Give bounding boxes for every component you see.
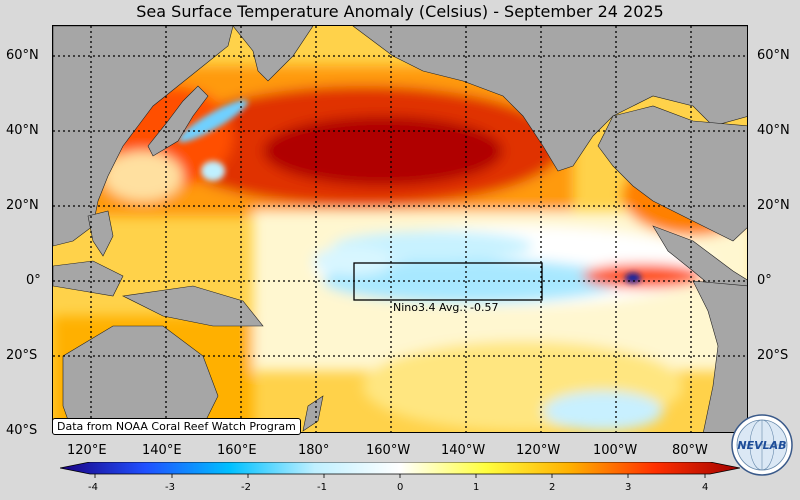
lon-label: 120°W	[516, 443, 561, 458]
lat-label-left: 40°N	[6, 123, 39, 138]
sst-anomaly-map	[52, 25, 748, 433]
svg-text:NEVLAB: NEVLAB	[737, 439, 786, 452]
lat-label-right: 0°	[757, 273, 772, 288]
colorbar-tick: 2	[549, 482, 556, 493]
colorbar-gradient	[60, 462, 740, 475]
lat-label-left: 60°N	[6, 48, 39, 63]
lon-label: 160°E	[217, 443, 257, 458]
nino34-average-label: Nino3.4 Avg.: -0.57	[393, 301, 499, 314]
lat-label-left: 40°S	[6, 423, 38, 438]
lon-label: 140°W	[441, 443, 486, 458]
lon-label: 100°W	[593, 443, 638, 458]
lon-label: 140°E	[142, 443, 182, 458]
nevlab-logo: NEVLAB	[731, 414, 793, 476]
colorbar-tick: 1	[473, 482, 480, 493]
lon-label: 160°W	[366, 443, 411, 458]
lat-label-left: 20°S	[6, 348, 38, 363]
map-canvas	[53, 26, 747, 432]
colorbar-tick: -2	[241, 482, 251, 493]
colorbar-tick: 4	[702, 482, 709, 493]
colorbar-tick: 3	[625, 482, 632, 493]
data-credit: Data from NOAA Coral Reef Watch Program	[52, 418, 301, 435]
lon-label: 180°	[298, 443, 330, 458]
lat-label-left: 0°	[26, 273, 41, 288]
graticule	[53, 26, 747, 432]
nino34-box	[353, 262, 543, 301]
lon-label: 80°W	[672, 443, 708, 458]
colorbar-tick: -3	[165, 482, 175, 493]
colorbar-tick: 0	[397, 482, 404, 493]
lat-label-right: 40°N	[757, 123, 790, 138]
colorbar-tick: -1	[317, 482, 327, 493]
lat-label-right: 20°N	[757, 198, 790, 213]
lat-label-right: 60°N	[757, 48, 790, 63]
lon-label: 120°E	[67, 443, 107, 458]
map-title: Sea Surface Temperature Anomaly (Celsius…	[136, 2, 664, 21]
colorbar	[60, 462, 740, 478]
colorbar-tick: -4	[88, 482, 98, 493]
lat-label-right: 20°S	[757, 348, 789, 363]
lat-label-left: 20°N	[6, 198, 39, 213]
